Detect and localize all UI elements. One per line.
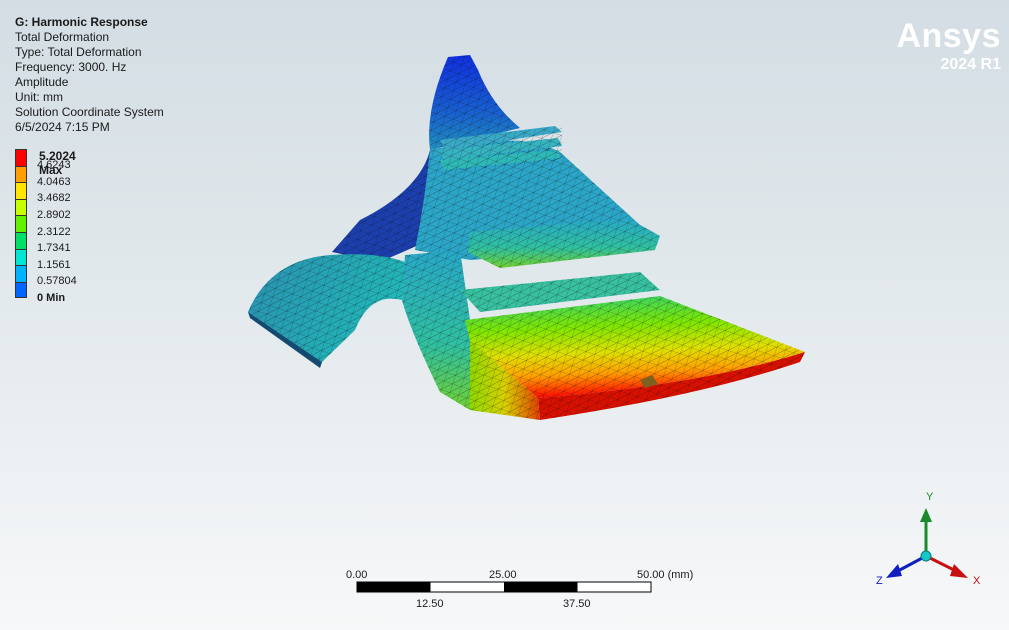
legend-band: 4.0463 bbox=[15, 165, 77, 188]
legend-value: 3.4682 bbox=[37, 192, 71, 205]
scale-label-50: 50.00 (mm) bbox=[637, 569, 693, 581]
legend-max-label: 5.2024 Max bbox=[39, 149, 76, 177]
result-amplitude: Amplitude bbox=[15, 75, 69, 89]
result-title: G: Harmonic Response bbox=[15, 15, 148, 29]
result-timestamp: 6/5/2024 7:15 PM bbox=[15, 120, 110, 134]
legend-value: 4.6243 bbox=[37, 159, 71, 172]
brand-name: Ansys bbox=[896, 17, 1001, 55]
result-coordinate-system: Solution Coordinate System bbox=[15, 105, 164, 119]
deformed-mesh-model[interactable] bbox=[248, 55, 805, 420]
triad-x-label: X bbox=[973, 575, 981, 587]
result-type: Type: Total Deformation bbox=[15, 45, 142, 59]
scale-label-25: 25.00 bbox=[489, 569, 517, 581]
scale-label-0: 0.00 bbox=[346, 569, 367, 581]
legend-band: 0 Min bbox=[15, 281, 77, 304]
legend-value: 2.8902 bbox=[37, 209, 71, 222]
legend-value: 1.1561 bbox=[37, 258, 71, 271]
brand-version: 2024 R1 bbox=[940, 56, 1002, 73]
legend-value: 1.7341 bbox=[37, 242, 71, 255]
legend-band: 2.8902 bbox=[15, 198, 77, 221]
legend-band: 4.6243 bbox=[15, 149, 77, 171]
triad-z-label: Z bbox=[876, 575, 883, 587]
legend-value: 0.57804 bbox=[37, 275, 77, 288]
result-info: G: Harmonic Response Total Deformation T… bbox=[15, 15, 164, 135]
legend-value: 2.3122 bbox=[37, 225, 71, 238]
legend-band: 1.7341 bbox=[15, 231, 77, 254]
coordinate-triad[interactable]: Y X Z bbox=[876, 491, 981, 587]
result-unit: Unit: mm bbox=[15, 90, 63, 104]
scale-label-37-5: 37.50 bbox=[563, 598, 591, 610]
scale-label-12-5: 12.50 bbox=[416, 598, 444, 610]
legend-value: 4.0463 bbox=[37, 175, 71, 188]
contour-legend[interactable]: 5.2024 Max 4.6243 4.0463 3.4682 2.8902 2… bbox=[15, 149, 77, 304]
scale-bar: 0.00 25.00 50.00 (mm) 12.50 37.50 bbox=[346, 569, 693, 610]
legend-min-label: 0 Min bbox=[37, 292, 66, 305]
legend-band: 3.4682 bbox=[15, 182, 77, 204]
result-subtitle: Total Deformation bbox=[15, 30, 110, 44]
legend-band: 2.3122 bbox=[15, 215, 77, 238]
triad-y-label: Y bbox=[926, 491, 934, 503]
legend-band: 0.57804 bbox=[15, 265, 77, 287]
result-frequency: Frequency: 3000. Hz bbox=[15, 60, 127, 74]
legend-band: 1.1561 bbox=[15, 248, 77, 271]
ansys-logo: Ansys 2024 R1 bbox=[896, 18, 1001, 74]
